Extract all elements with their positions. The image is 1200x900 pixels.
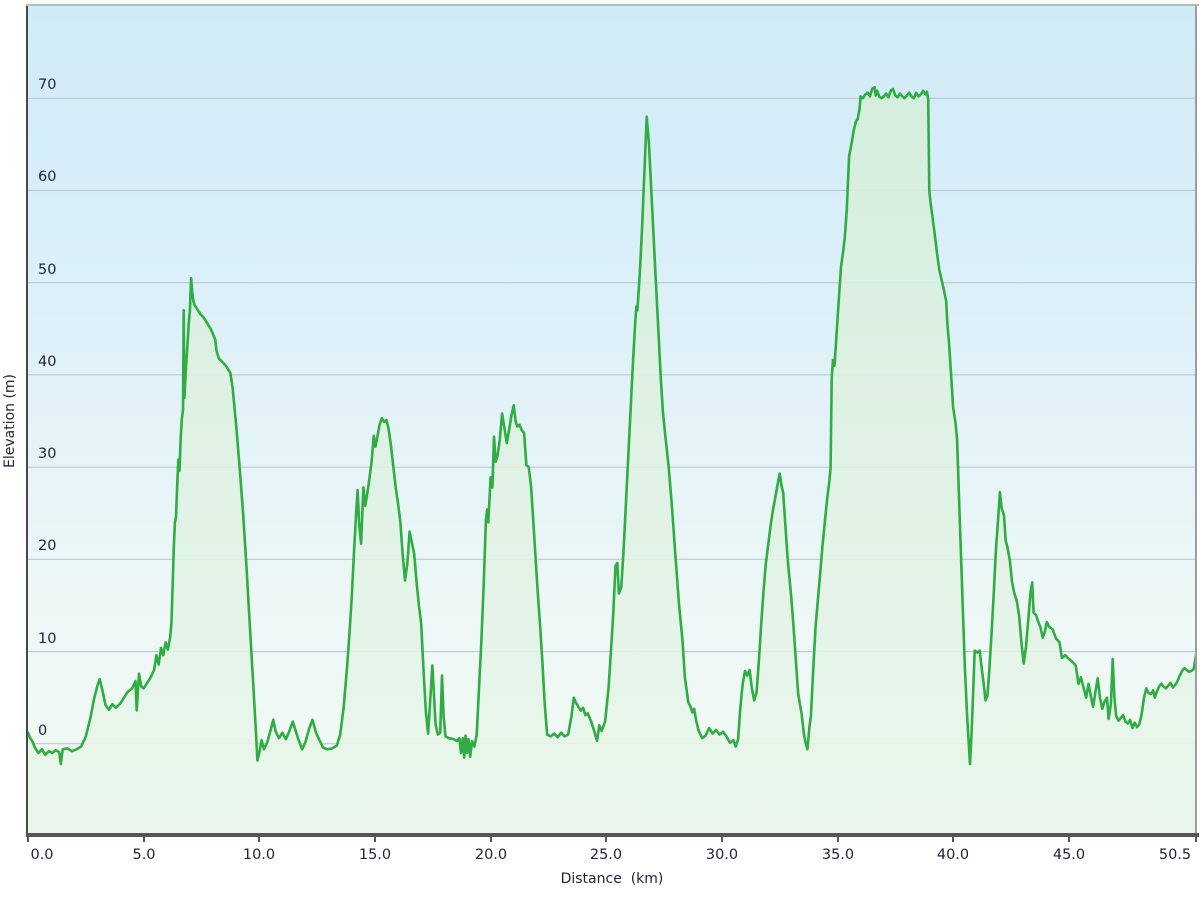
elevation-series-canvas [28, 85, 1196, 836]
x-tick-mark-5.0 [143, 837, 145, 842]
x-tick-mark-20.0 [490, 837, 492, 842]
x-tick-mark-0.0 [27, 837, 29, 842]
y-tick-label-0: 0 [38, 723, 48, 739]
x-axis-title: Distance (km) [560, 871, 664, 887]
x-axis-line [26, 833, 1199, 837]
x-tick-label-40.0: 40.0 [936, 847, 970, 863]
y-axis-title-wrap: Elevation (m) [1, 6, 20, 836]
x-tick-mark-50.5 [1195, 837, 1197, 842]
y-tick-label-20: 20 [38, 538, 57, 554]
y-tick-label-40: 40 [38, 354, 57, 370]
x-tick-label-35.0: 35.0 [821, 847, 855, 863]
y-axis-line [26, 6, 28, 836]
x-tick-label-45.0: 45.0 [1052, 847, 1086, 863]
x-tick-mark-10.0 [258, 837, 260, 842]
x-tick-label-30.0: 30.0 [705, 847, 739, 863]
plot-area: 0 10 20 30 40 50 60 70 [28, 6, 1196, 836]
x-tick-label-50.5: 50.5 [1158, 847, 1192, 863]
x-tick-mark-15.0 [374, 837, 376, 842]
elevation-line [28, 85, 1196, 766]
x-tick-label-15.0: 15.0 [358, 847, 392, 863]
x-tick-label-25.0: 25.0 [589, 847, 623, 863]
x-tick-mark-25.0 [605, 837, 607, 842]
x-tick-mark-30.0 [721, 837, 723, 842]
chart-border-top [26, 4, 1199, 6]
chart-border-right [1195, 6, 1197, 836]
y-axis-title: Elevation (m) [2, 373, 19, 469]
x-tick-mark-45.0 [1068, 837, 1070, 842]
x-tick-label-20.0: 20.0 [474, 847, 508, 863]
x-tick-mark-40.0 [952, 837, 954, 842]
y-tick-label-50: 50 [38, 262, 57, 278]
x-tick-label-5.0: 5.0 [132, 847, 156, 863]
elevation-area-fill [28, 87, 1196, 836]
y-tick-label-30: 30 [38, 446, 57, 462]
x-tick-mark-35.0 [837, 837, 839, 842]
x-tick-label-0.0: 0.0 [30, 847, 54, 863]
y-tick-label-60: 60 [38, 169, 57, 185]
y-tick-label-70: 70 [38, 77, 57, 93]
y-tick-label-10: 10 [38, 631, 57, 647]
x-tick-label-10.0: 10.0 [242, 847, 276, 863]
